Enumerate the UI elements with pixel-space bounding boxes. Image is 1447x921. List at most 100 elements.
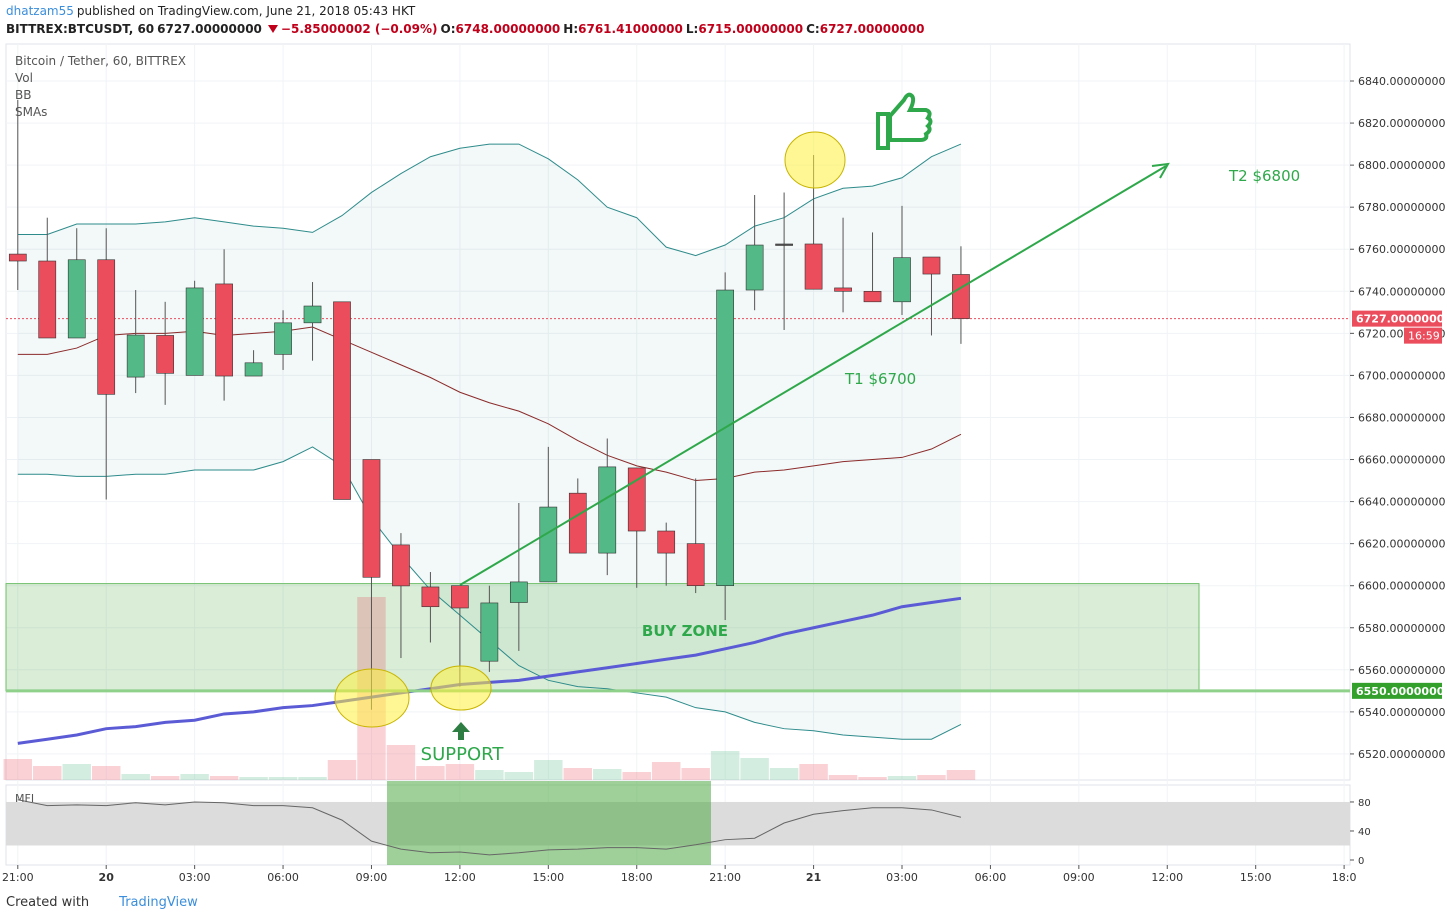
ohlc-value: 6715.00000000 [698,22,804,36]
volume-bar [651,762,681,780]
candle-body [863,290,882,303]
support-label: 6550.00000000 [1356,685,1447,698]
candle-body [97,259,116,395]
y-tick-label: 6640.00000000 [1358,496,1445,509]
countdown-tag [1404,327,1442,344]
candle-body [480,602,499,662]
volume-bar [268,777,298,780]
countdown: 16:59 [1408,330,1440,343]
ohlc-key: O: [440,22,456,36]
volume-bar [33,766,62,780]
volume-bar [3,759,33,780]
volume-bar [298,777,327,780]
price-tag [1352,310,1442,327]
volume-bar [858,777,887,780]
candle-body [333,301,351,500]
chart: 6520.00000000 6540.00000000 6560.00000000 6… [2,43,1447,884]
volume-bar [121,774,150,780]
volume-bar [239,777,268,780]
mfi-tick-label: 40 [1358,827,1371,838]
x-tick-label: 03:00 [886,871,918,884]
y-tick-label: 6680.00000000 [1358,411,1445,424]
y-tick-label: 6540.00000000 [1358,706,1445,719]
candle-body [303,305,322,324]
legend-entry: Bitcoin / Tether, 60, BITTREX [15,54,186,68]
candle-body [274,322,292,355]
candle-body [38,260,57,339]
x-tick-label: 06:00 [975,871,1007,884]
x-tick-label: 18:0 [1332,871,1357,884]
bb-middle [17,326,962,482]
volume-bar [622,772,651,780]
volume-bar [209,776,239,780]
volume-bar [769,768,799,780]
support-arrow [452,722,470,740]
quote-line: BITTREX:BTCUSDT, 60 6727.00000000 −5.85000… [6,22,930,36]
ohlc-key: H: [563,22,579,36]
candle-body [156,335,175,374]
candle-body [686,543,705,586]
x-tick-label: 21 [806,871,821,884]
x-tick-label: 09:00 [1063,871,1095,884]
x-tick-label: 12:00 [444,871,476,884]
y-tick-label: 6700.00000000 [1358,369,1445,382]
y-tick-label: 6600.00000000 [1358,580,1445,593]
down-arrow [267,25,278,33]
volume-bar [740,758,769,780]
candle-body [834,287,852,292]
buy-zone-label: BUY ZONE [642,622,728,640]
volume-bar [681,768,710,780]
volume-bar [91,766,121,780]
x-tick-label: 12:00 [1151,871,1183,884]
y-tick-label: 6800.00000000 [1358,159,1445,172]
candle-body [804,243,823,290]
created: Created with [6,895,90,910]
x-tick-label: 20 [99,871,115,884]
target-line [459,165,1167,586]
volume-bar [504,772,534,780]
volume-bar [534,760,563,780]
volume-bar [445,764,475,780]
y-tick-label: 6620.00000000 [1358,538,1445,551]
x-tick-label: 03:00 [179,871,211,884]
x-tick-label: 15:00 [532,871,564,884]
legend-entry: BB [15,88,31,102]
annotation: T2 $6800 [1228,167,1300,185]
thumbs-up [876,92,933,150]
volume-bar [327,760,357,780]
volume-bar [593,769,622,780]
candle-body [185,287,204,376]
volume-bar [887,776,917,780]
volume-bar [475,770,504,780]
candle-body [362,459,381,578]
legend-entry: Vol [15,71,33,85]
candle-body [215,283,233,377]
support-tag [1352,682,1442,699]
candle-body [893,257,911,303]
highlight-circle [784,131,846,189]
y-tick-label: 6520.00000000 [1358,748,1445,761]
y-tick-label: 6560.00000000 [1358,664,1445,677]
volume-bar [180,774,209,780]
annotation: SUPPORT [421,744,505,765]
user: dhatzam55 [6,4,74,18]
y-tick-label: 6840.00000000 [1358,75,1445,88]
target-arrowhead [1151,162,1170,179]
candle-body [539,506,558,583]
volume-bar [828,775,858,780]
x-tick-label: 15:00 [1240,871,1272,884]
ohlc-value: 6727.00000000 [819,22,925,36]
ohlc-key: C: [806,22,820,36]
x-tick-label: 06:00 [267,871,299,884]
x-tick-label: 21:00 [709,871,741,884]
candle-body [716,289,735,586]
y-tick-label: 6780.00000000 [1358,201,1445,214]
volume-bar [386,745,416,780]
mfi-line [17,799,962,856]
candle-body [244,362,263,377]
candle-body [568,492,587,554]
ohlc-value: 6748.00000000 [455,22,561,36]
candle-body [126,334,145,378]
volume-bar [917,775,946,780]
